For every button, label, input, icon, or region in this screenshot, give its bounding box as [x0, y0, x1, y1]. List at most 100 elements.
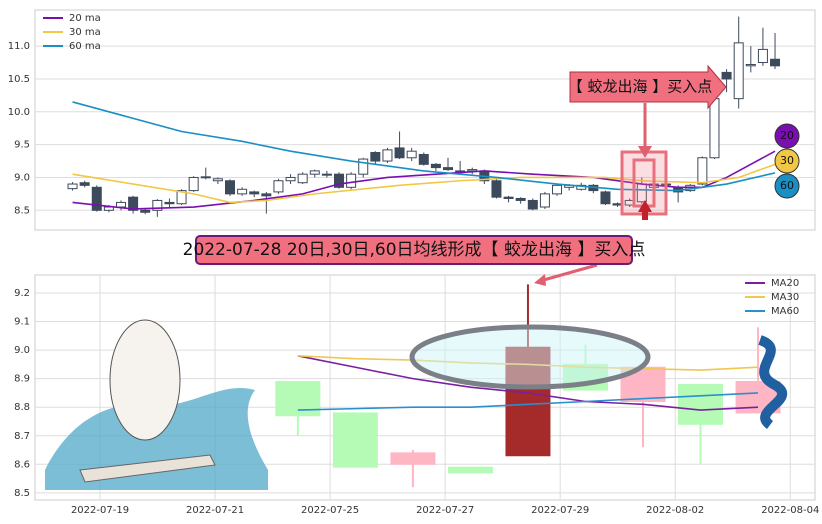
- candle-body: [430, 163, 441, 169]
- x-tick-label: 2022-08-04: [761, 505, 819, 516]
- y-tick-label: 8.9: [14, 374, 30, 385]
- candle-body: [406, 150, 417, 159]
- candle-body: [103, 206, 114, 211]
- bottom-title-box: [195, 235, 633, 265]
- candle-body: [394, 147, 405, 159]
- legend-label: MA30: [771, 292, 799, 303]
- candle-body: [515, 197, 526, 201]
- candle-body: [447, 466, 493, 474]
- candle-body: [382, 149, 393, 162]
- x-tick-label: 2022-07-29: [531, 505, 589, 516]
- y-tick-label: 9.0: [14, 345, 30, 356]
- ma-badge: [774, 148, 800, 174]
- candle-body: [309, 170, 320, 175]
- candle-body: [275, 381, 321, 417]
- candle-body: [733, 42, 744, 100]
- candle-body: [552, 184, 563, 195]
- y-tick-label: 9.2: [14, 288, 30, 299]
- ma-badge-label: 20: [780, 129, 794, 142]
- dog-decoration: [109, 319, 181, 441]
- legend-label: MA60: [771, 306, 799, 317]
- candle-body: [334, 173, 345, 188]
- y-tick-label: 9.5: [14, 140, 30, 151]
- ma-line: [297, 355, 759, 411]
- candle-body: [697, 157, 708, 185]
- candle-body: [503, 196, 514, 199]
- annotation-text: 【 蛟龙出海 】买入点: [568, 78, 713, 96]
- top-layer: 8.5 9.0 9.5 10.0 10.5 11.0 20 ma 30 ma 60 ma 20 30…: [8, 13, 815, 217]
- highlight-ellipse: [409, 324, 651, 390]
- x-tick-label: 2022-07-19: [71, 505, 129, 516]
- candle-body: [115, 201, 126, 208]
- x-tick-label: 2022-07-25: [301, 505, 359, 516]
- candle-body: [261, 193, 272, 197]
- candle-body: [770, 58, 781, 67]
- y-tick-label: 8.6: [14, 459, 30, 470]
- legend-label: MA20: [771, 278, 799, 289]
- candle-body: [600, 191, 611, 205]
- candle-body: [140, 209, 151, 213]
- x-tick-label: 2022-07-21: [186, 505, 244, 516]
- candle-body: [225, 180, 235, 195]
- candle-body: [152, 199, 163, 211]
- candle-body: [176, 190, 187, 205]
- legend-label: 60 ma: [69, 41, 101, 52]
- ma-badge-label: 30: [780, 154, 794, 167]
- ma-badge: [774, 173, 800, 199]
- candle-body: [321, 173, 332, 176]
- x-tick-label: 2022-08-02: [646, 505, 704, 516]
- top-plot-frame: [34, 9, 816, 231]
- signal-arrowhead: [638, 146, 652, 158]
- candle-body: [721, 71, 732, 80]
- candle-body: [273, 180, 284, 193]
- candle-body: [678, 383, 724, 425]
- ma-line: [72, 163, 776, 204]
- candle-body: [358, 158, 369, 175]
- legend-label: 20 ma: [69, 13, 101, 24]
- candle-body: [164, 201, 175, 205]
- y-tick-label: 9.1: [14, 317, 30, 328]
- y-tick-label: 9.0: [14, 172, 30, 183]
- legend-label: 30 ma: [69, 27, 101, 38]
- candle-body: [249, 191, 260, 195]
- candle-body: [67, 183, 78, 190]
- candle-body: [709, 98, 720, 159]
- y-tick-label: 11.0: [8, 41, 30, 52]
- bottom-title: 2022-07-28 20日,30日,60日均线形成【 蛟龙出海 】买入点: [183, 240, 646, 260]
- ma-badge: [774, 123, 800, 149]
- candle-body: [539, 193, 550, 208]
- candle-body: [200, 176, 211, 179]
- candle-body: [79, 182, 90, 186]
- y-tick-label: 8.8: [14, 402, 30, 413]
- candle-body: [188, 176, 199, 192]
- candle-body: [128, 196, 139, 211]
- y-tick-label: 10.5: [8, 74, 30, 85]
- candle-body: [418, 153, 429, 165]
- candle-body: [346, 173, 357, 188]
- surfboard-decoration: [79, 454, 216, 483]
- candle-body: [527, 199, 538, 210]
- annotation-arrow-box: [569, 64, 727, 110]
- dragon-decoration: [757, 335, 788, 429]
- signal-up-arrow: [638, 200, 652, 220]
- candle-body: [332, 412, 378, 468]
- candle-body: [443, 167, 454, 171]
- candle-body: [91, 186, 102, 211]
- ma-badge-label: 60: [780, 179, 794, 192]
- candle-body: [285, 176, 296, 182]
- candle-body: [212, 178, 223, 182]
- ma-line: [72, 101, 776, 192]
- candle-body: [370, 152, 381, 162]
- x-tick-label: 2022-07-27: [416, 505, 474, 516]
- bottom-arrowhead: [534, 274, 546, 286]
- candle-body: [757, 48, 768, 64]
- y-tick-label: 8.5: [14, 488, 30, 499]
- candle-body: [491, 180, 502, 198]
- y-tick-label: 8.5: [14, 205, 30, 216]
- y-tick-label: 10.0: [8, 107, 30, 118]
- bottom-arrow: [539, 263, 598, 283]
- ma-line: [297, 392, 759, 411]
- candle-body: [237, 188, 248, 195]
- candle-body: [390, 452, 436, 465]
